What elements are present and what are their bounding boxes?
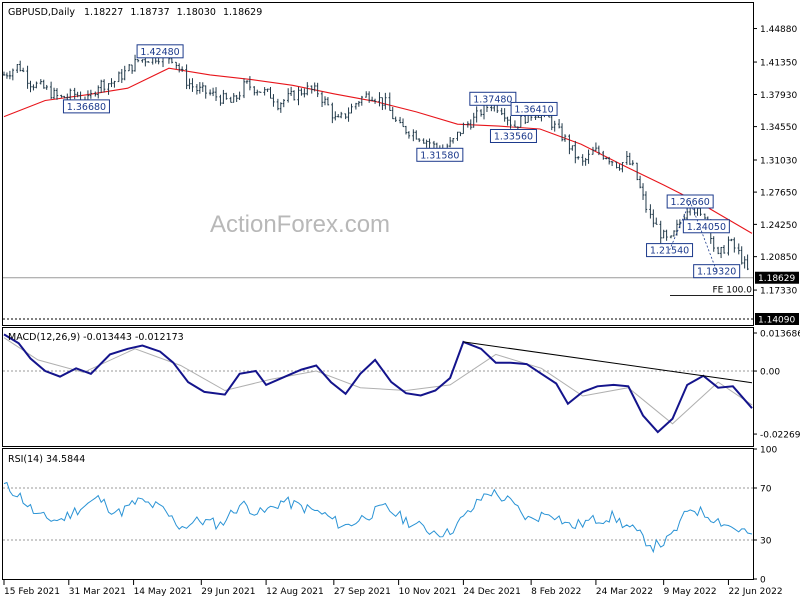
price-y-axis: 1.44880 1.41350 1.37930 1.34550 1.31030 1.276… bbox=[3, 25, 799, 326]
current-price-label: 1.18629 bbox=[758, 274, 795, 284]
rsi-y-tick-label: 100 bbox=[760, 446, 777, 456]
price-annotation-label: 1.21540 bbox=[650, 246, 689, 257]
macd-y-tick-label: 0.00 bbox=[760, 368, 780, 378]
x-tick-label: 8 Feb 2022 bbox=[531, 587, 581, 597]
support-box bbox=[755, 313, 799, 325]
header-symbol: GBPUSD,Daily bbox=[8, 7, 75, 18]
x-tick-label: 9 May 2022 bbox=[664, 587, 717, 597]
rsi-y-tick-label: 30 bbox=[760, 537, 772, 547]
price-y-tick-label: 1.41350 bbox=[760, 59, 797, 69]
x-tick-label: 27 Sep 2021 bbox=[334, 587, 391, 597]
current-price-box bbox=[755, 271, 799, 284]
rsi-y-tick-label: 70 bbox=[760, 485, 772, 495]
macd-y-tick-label: -0.022698 bbox=[760, 431, 800, 441]
price-y-tick-label: 1.31030 bbox=[760, 157, 797, 167]
macd-y-tick-label: 0.013686 bbox=[760, 329, 800, 339]
x-tick-label: 15 Feb 2021 bbox=[4, 587, 60, 597]
header-open: 1.18227 bbox=[84, 7, 123, 18]
x-tick-label: 10 Nov 2021 bbox=[399, 587, 457, 597]
price-annotation-label: 1.31580 bbox=[420, 150, 459, 161]
price-annotation-label: 1.37480 bbox=[473, 94, 512, 105]
rsi-layer: 100 70 30 0 bbox=[3, 446, 777, 586]
header-close: 1.18629 bbox=[223, 7, 262, 18]
fe-label: FE 100.0 bbox=[713, 286, 753, 296]
x-tick-label: 31 Mar 2021 bbox=[69, 587, 126, 597]
price-annotation-box bbox=[693, 264, 741, 279]
rsi-panel-frame bbox=[2, 448, 754, 580]
x-tick-label: 29 Jun 2021 bbox=[201, 587, 255, 597]
x-tick-label: 14 May 2021 bbox=[134, 587, 193, 597]
price-y-tick-label: 1.34550 bbox=[760, 123, 797, 133]
header-low: 1.18030 bbox=[177, 7, 216, 18]
rsi-line bbox=[3, 481, 753, 554]
price-annotation-label: 1.19320 bbox=[697, 267, 736, 278]
support-label: 1.14090 bbox=[758, 316, 795, 326]
macd-layer: 0.013686 0.00 -0.022698 bbox=[3, 329, 800, 441]
x-tick-label: 22 Jun 2022 bbox=[728, 587, 782, 597]
x-tick-label: 24 Mar 2022 bbox=[596, 587, 653, 597]
swing-connector bbox=[669, 200, 718, 272]
price-annotation-label: 1.36410 bbox=[514, 104, 553, 115]
price-annotation-box bbox=[62, 99, 110, 114]
price-annotation-box bbox=[416, 147, 464, 162]
macd-signal-line bbox=[3, 337, 753, 425]
x-tick-label: 24 Dec 2021 bbox=[463, 587, 521, 597]
price-y-tick-label: 1.37930 bbox=[760, 91, 797, 101]
price-y-tick-label: 1.20850 bbox=[760, 253, 797, 263]
header-high: 1.18737 bbox=[130, 7, 169, 18]
price-panel-frame bbox=[2, 2, 754, 326]
rsi-y-tick-label: 0 bbox=[760, 576, 766, 586]
macd-line bbox=[3, 333, 753, 434]
price-y-tick-label: 1.17330 bbox=[760, 287, 797, 297]
x-axis: 15 Feb 2021 31 Mar 2021 14 May 2021 29 Jun … bbox=[3, 580, 783, 597]
price-annotation-label: 1.36680 bbox=[67, 102, 106, 113]
macd-title: MACD(12,26,9) -0.013443 -0.012173 bbox=[8, 332, 184, 343]
price-annotation-box bbox=[510, 101, 558, 116]
price-annotation-box bbox=[682, 219, 730, 234]
price-annotation-label: 1.24050 bbox=[687, 222, 726, 233]
rsi-title: RSI(14) 34.5844 bbox=[8, 454, 85, 465]
price-annotation-label: 1.42480 bbox=[140, 47, 179, 58]
macd-trendline bbox=[463, 341, 753, 384]
price-y-tick-label: 1.24250 bbox=[760, 221, 797, 231]
price-annotation-label: 1.33560 bbox=[494, 131, 533, 142]
macd-panel-frame bbox=[2, 327, 754, 447]
price-header: GBPUSD,Daily 1.18227 1.18737 1.18030 1.1… bbox=[8, 7, 262, 18]
price-annotation-box bbox=[469, 91, 517, 106]
price-annotation-box bbox=[136, 44, 184, 59]
price-y-tick-label: 1.27650 bbox=[760, 189, 797, 199]
price-annotation-box bbox=[489, 128, 537, 143]
price-y-tick-label: 1.44880 bbox=[760, 25, 797, 35]
x-tick-label: 12 Aug 2021 bbox=[266, 587, 324, 597]
watermark: ActionForex.com bbox=[210, 211, 390, 238]
